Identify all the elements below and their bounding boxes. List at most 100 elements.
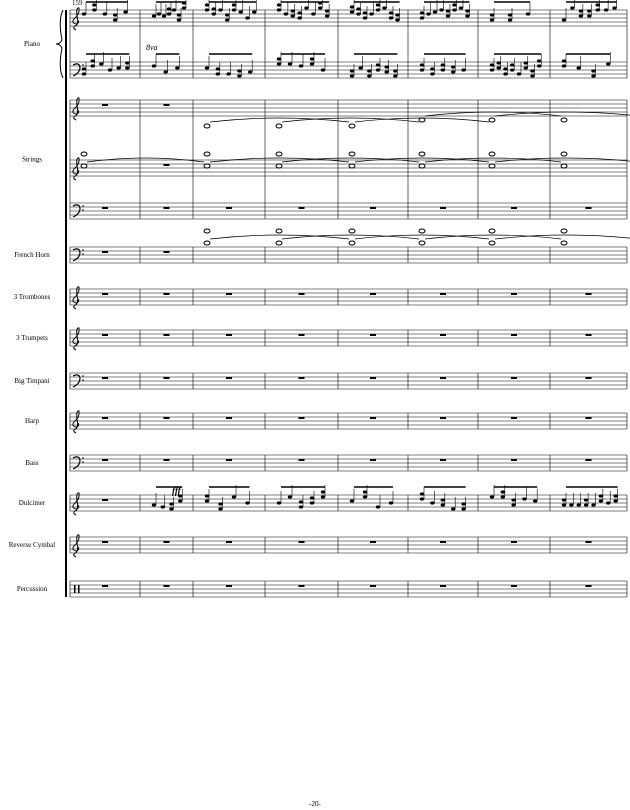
note-head <box>362 495 368 499</box>
note-head <box>591 503 596 507</box>
note-head <box>587 14 592 18</box>
whole-rest <box>298 417 305 419</box>
note-head <box>510 68 515 72</box>
note-head <box>395 18 400 22</box>
note-head <box>231 495 237 499</box>
note-head <box>465 9 470 13</box>
whole-note <box>418 228 426 234</box>
note-head <box>430 72 435 76</box>
note-head <box>151 14 157 18</box>
note-head <box>525 12 531 16</box>
note-head <box>362 16 368 20</box>
note-head <box>430 501 435 505</box>
whole-rest <box>298 585 305 587</box>
whole-rest <box>298 377 305 379</box>
whole-note <box>275 228 283 234</box>
instrument-label: French Horn <box>14 251 50 259</box>
tie <box>354 157 490 163</box>
note-head <box>595 3 600 7</box>
bass-clef <box>72 248 81 262</box>
note-head <box>419 492 425 496</box>
note-head <box>369 12 374 16</box>
note-head <box>430 67 435 71</box>
note-head <box>298 500 304 504</box>
note-head <box>587 9 592 13</box>
note-head <box>537 64 542 68</box>
note-head <box>276 3 282 7</box>
note-head <box>358 66 363 70</box>
note-head <box>576 66 581 70</box>
note-head <box>169 507 174 511</box>
note-head <box>606 62 611 66</box>
whole-rest <box>511 459 517 461</box>
note-head <box>204 66 210 70</box>
note-head <box>523 66 528 70</box>
instrument-label: Bass <box>25 459 39 467</box>
whole-rest <box>511 334 517 336</box>
note-head <box>496 66 501 70</box>
note-head <box>578 9 584 13</box>
note-head <box>530 74 535 78</box>
note-head <box>516 72 522 76</box>
note-head <box>107 68 113 72</box>
treble-clef <box>72 492 80 516</box>
tie <box>424 111 562 117</box>
note-head <box>92 8 97 12</box>
note-head <box>320 495 326 499</box>
note-head <box>324 14 330 18</box>
treble-clef <box>72 7 80 31</box>
whole-note <box>275 240 283 246</box>
note-head <box>309 496 315 500</box>
whole-rest <box>440 293 446 295</box>
note-head <box>452 3 457 7</box>
note-head <box>161 14 167 18</box>
note-head <box>503 67 508 71</box>
note-head <box>99 62 104 66</box>
note-head <box>375 3 381 7</box>
note-head <box>393 74 398 78</box>
whole-rest <box>163 164 170 166</box>
whole-note <box>348 123 356 129</box>
note-head <box>395 13 400 17</box>
note-head <box>439 8 444 12</box>
note-head <box>569 503 574 507</box>
note-head <box>116 66 121 70</box>
note-head <box>113 13 118 17</box>
whole-rest <box>440 585 446 587</box>
note-head <box>533 499 538 503</box>
whole-rest <box>226 334 232 336</box>
note-head <box>440 63 445 67</box>
note-head <box>320 68 326 72</box>
whole-note <box>560 240 568 246</box>
whole-rest <box>370 541 376 543</box>
note-head <box>349 69 355 73</box>
tie <box>209 234 350 240</box>
instrument-label: Big Timpani <box>14 377 49 385</box>
note-head <box>445 9 451 13</box>
bass-clef-dot <box>82 375 84 377</box>
note-head <box>231 8 237 12</box>
note-head <box>461 502 466 506</box>
whole-rest <box>440 377 446 379</box>
note-head <box>318 6 323 10</box>
whole-rest <box>298 459 305 461</box>
whole-rest <box>298 207 305 209</box>
instrument-label: Piano <box>24 40 40 48</box>
note-head <box>362 11 368 15</box>
note-head <box>166 7 172 11</box>
whole-rest <box>102 334 108 336</box>
note-head <box>309 62 315 66</box>
note-head <box>432 10 438 14</box>
note-head <box>287 495 293 499</box>
treble-clef <box>72 97 80 121</box>
note-head <box>606 501 611 505</box>
treble-clef <box>72 157 80 181</box>
bass-clef-dot <box>82 379 84 381</box>
whole-rest <box>585 541 592 543</box>
note-head <box>237 69 242 73</box>
bass-clef-dot <box>82 64 84 66</box>
note-head <box>603 8 609 12</box>
note-head <box>276 57 282 61</box>
dynamic-marking: fff <box>172 486 182 496</box>
